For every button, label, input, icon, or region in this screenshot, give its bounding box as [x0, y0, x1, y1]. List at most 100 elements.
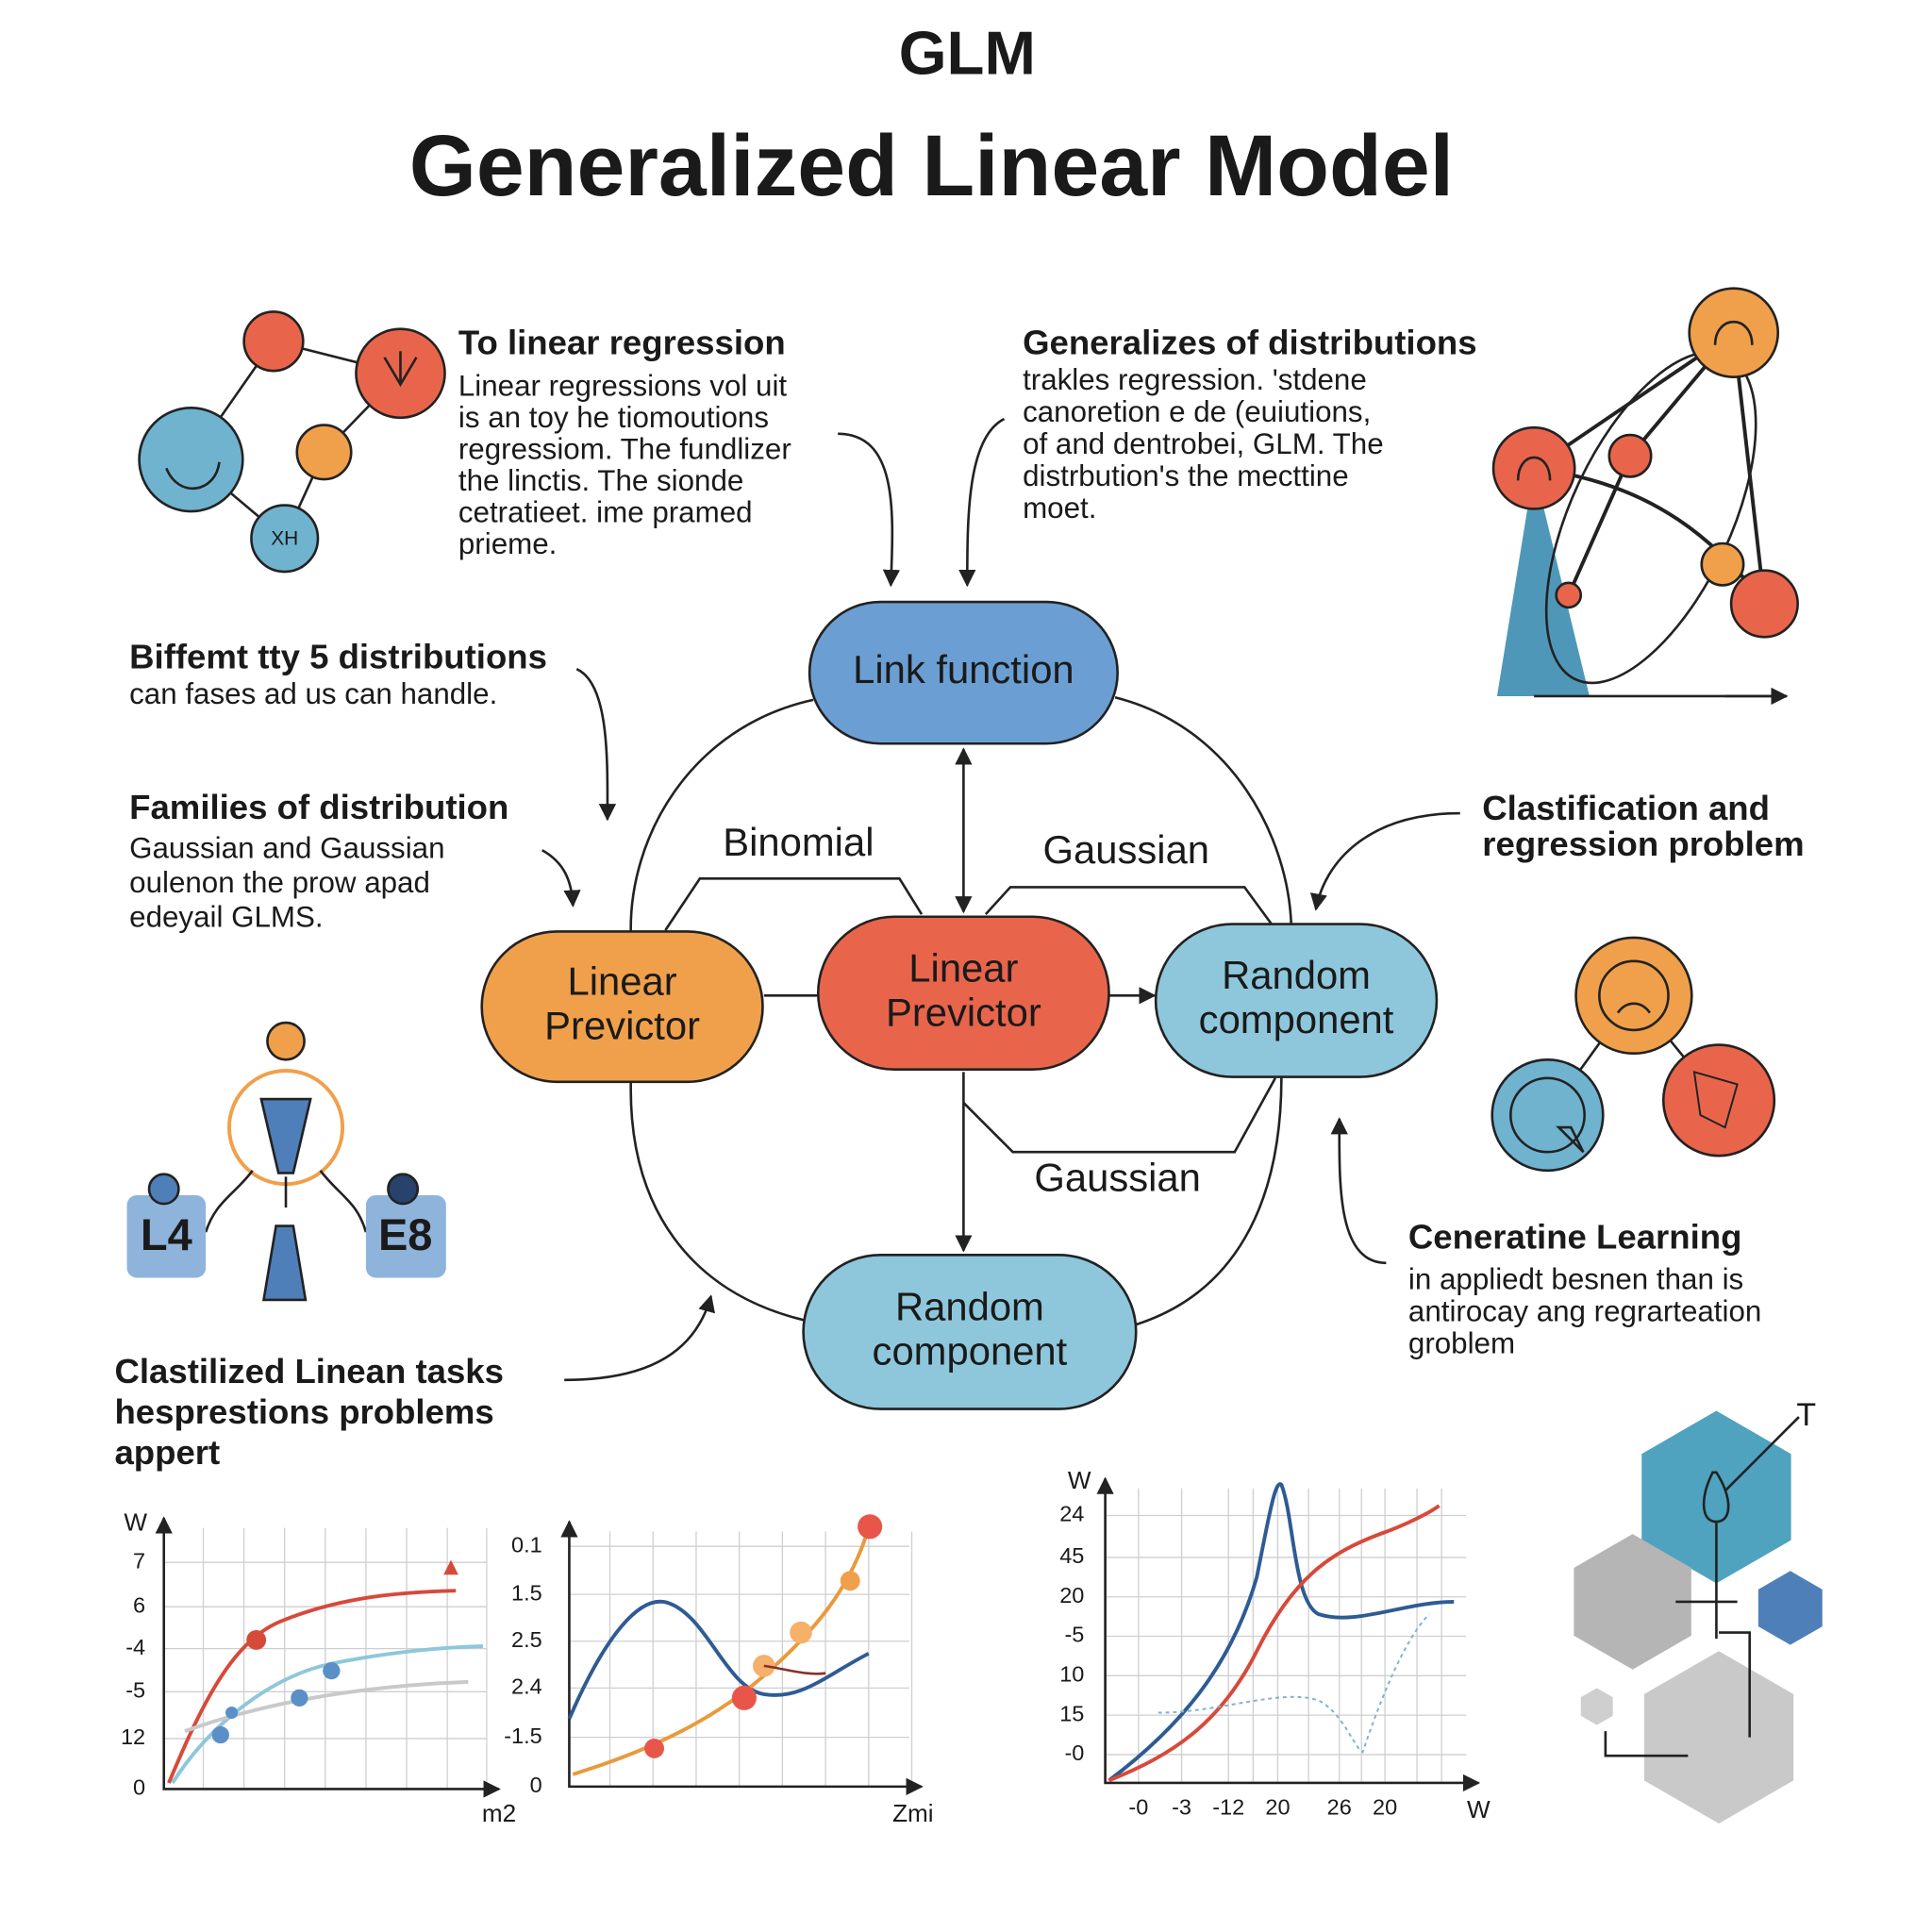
icon-hexagon [1574, 1534, 1691, 1670]
icon-circle [1661, 1043, 1776, 1158]
y-tick-label: -4 [125, 1635, 145, 1659]
point [858, 1514, 883, 1540]
note-line: prieme. [458, 527, 557, 560]
x-tick-label: 20 [1373, 1795, 1397, 1820]
connector [1135, 1076, 1283, 1326]
arrow [564, 1294, 716, 1382]
icon-label: E8 [378, 1209, 433, 1259]
note-line: can fases ad us can handle. [129, 677, 497, 710]
node-label: Previctor [886, 990, 1041, 1034]
note-line: cetratieet. ime pramed [458, 495, 753, 528]
y-tick-label: 2.4 [511, 1674, 542, 1699]
icon-circle [266, 1021, 306, 1061]
node-label: Random [895, 1284, 1044, 1328]
y-tick-label: 1.5 [511, 1580, 542, 1605]
point [731, 1685, 757, 1710]
y-tick-label: 20 [1059, 1583, 1084, 1607]
icon-circle [1491, 425, 1576, 510]
point [225, 1706, 239, 1720]
connector [984, 886, 1273, 925]
icon-circle [1688, 287, 1780, 378]
icon-line [1616, 1002, 1651, 1014]
icon-hexagon [1641, 1410, 1791, 1584]
curve [167, 1589, 457, 1784]
node-label: Previctor [544, 1004, 700, 1048]
note-line: is an toy he tiomoutions [458, 401, 769, 434]
note-title: hesprestions problems [114, 1392, 493, 1431]
y-tick-label: 24 [1059, 1502, 1084, 1526]
icon-circle [147, 1173, 180, 1206]
arrow [1309, 811, 1460, 911]
icon-line [204, 1170, 368, 1233]
y-tick-label: 10 [1059, 1662, 1084, 1687]
y-tick-label: -1.5 [504, 1724, 542, 1748]
y-axis-title: W [1068, 1466, 1091, 1494]
node-label: Linear [568, 959, 677, 1004]
y-tick-label: 6 [133, 1592, 145, 1617]
node-label: Link function [853, 647, 1074, 691]
curve [1108, 1504, 1441, 1783]
icon-line [165, 461, 221, 491]
x-tick-label: -0 [1128, 1795, 1148, 1820]
axis [560, 1520, 924, 1796]
arrow [541, 849, 581, 908]
icon-label: XH [271, 528, 298, 550]
icon-line [383, 351, 418, 388]
axis [155, 1516, 501, 1798]
icon-line [1516, 321, 1754, 481]
point [323, 1661, 341, 1680]
subtitle: GLM [899, 19, 1036, 88]
node [816, 915, 1110, 1072]
node [802, 1253, 1138, 1410]
icon-cone [259, 1097, 312, 1174]
y-tick-label: 0 [530, 1773, 542, 1797]
curve [567, 1599, 870, 1720]
x-axis-title: W [1467, 1795, 1491, 1824]
note-title: Biffemt tty 5 distributions [129, 637, 547, 675]
note-line: trakles regression. 'stdene [1023, 363, 1367, 396]
icon-block [365, 1194, 446, 1278]
connector [629, 1081, 808, 1323]
connector [629, 698, 814, 935]
arrow [958, 417, 1006, 588]
icon-line [1556, 1125, 1585, 1154]
icon-circle [1574, 936, 1693, 1056]
icon-line [1604, 1600, 1751, 1757]
y-tick-label: -5 [125, 1678, 145, 1703]
curve [763, 1664, 826, 1675]
icon-circle [1700, 541, 1745, 587]
y-tick-label: 12 [121, 1724, 145, 1749]
note-line: canoretion e de (euiutions, [1023, 395, 1371, 428]
note-line: moet. [1023, 491, 1096, 525]
note-line: in appliedt besnen than is [1408, 1263, 1743, 1296]
node [480, 930, 764, 1084]
y-axis-title: W [124, 1508, 147, 1537]
icon-cone [261, 1224, 308, 1302]
node-label: Linear [908, 945, 1018, 990]
panel-label: T [1796, 1397, 1816, 1433]
icon-line [1692, 1070, 1739, 1129]
y-tick-label: -0 [1064, 1740, 1084, 1765]
point [790, 1621, 812, 1644]
note-title: regression problem [1482, 824, 1804, 863]
icon-circle [1555, 581, 1583, 609]
y-tick-label: 0 [133, 1775, 145, 1800]
note-line: Gaussian and Gaussian [129, 832, 444, 865]
y-tick-label: 7 [133, 1548, 145, 1573]
x-axis-title: Zmi [892, 1799, 934, 1827]
icon-circle [1598, 959, 1670, 1032]
note-title: Clastification and [1482, 789, 1770, 827]
node-label: component [873, 1328, 1068, 1373]
y-tick-label: 15 [1059, 1701, 1084, 1725]
point [644, 1738, 664, 1758]
point [840, 1571, 860, 1591]
note-line: oulenon the prow apad [129, 866, 430, 899]
note-title: Families of distribution [129, 788, 508, 826]
x-tick-label: -3 [1172, 1795, 1191, 1820]
node-label: component [1199, 997, 1394, 1041]
icon-circle [1491, 1058, 1605, 1173]
node [1154, 923, 1439, 1078]
icon-hexagon [1643, 1651, 1794, 1824]
icon-circle [1509, 1076, 1586, 1154]
